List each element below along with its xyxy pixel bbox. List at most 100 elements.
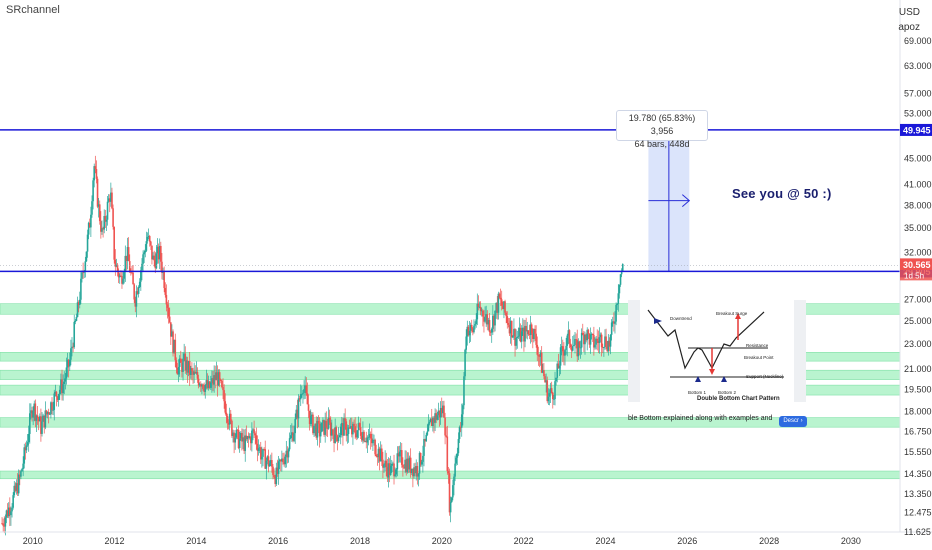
candle-body — [83, 271, 86, 273]
time-axis[interactable]: 2010 2012 2014 2016 2018 2020 2022 2024 2026 2028… — [23, 536, 861, 546]
candle-body — [66, 359, 69, 368]
candle-body — [530, 324, 533, 334]
candle-body — [318, 423, 321, 437]
candle-body — [357, 423, 360, 431]
candle-body — [153, 255, 155, 261]
candle-body — [286, 450, 289, 458]
price-tick-label: 32.000 — [904, 248, 932, 258]
candle-body — [11, 507, 13, 512]
candle-body — [577, 341, 580, 357]
candle-body — [231, 420, 233, 436]
candle-body — [569, 343, 572, 348]
candle-body — [114, 259, 117, 267]
candle-body — [125, 255, 128, 261]
candle-body — [53, 393, 56, 410]
candle-body — [61, 379, 63, 394]
double-bottom-thumbnail[interactable]: Downtrend Breakout Surge Resistance Brea… — [628, 300, 806, 402]
candle-body — [204, 385, 207, 392]
candle-body — [156, 246, 159, 254]
candle-body — [262, 449, 264, 457]
candle-body — [460, 414, 463, 428]
candle-body — [93, 166, 96, 181]
candle-body — [601, 347, 604, 348]
candle-body — [251, 430, 253, 444]
candle-body — [62, 384, 64, 394]
candle-body — [84, 261, 87, 272]
candle-body — [36, 415, 39, 419]
candle-body — [184, 353, 187, 371]
level-price-tag — [900, 123, 932, 136]
candle-body — [518, 327, 521, 337]
price-axis[interactable]: 69.000 63.000 57.000 53.000 45.000 41.000 38.0… — [904, 36, 932, 537]
candle-body — [228, 413, 231, 425]
candle-body — [619, 274, 622, 285]
candle-body — [10, 511, 12, 516]
candle-body — [81, 272, 83, 279]
candle-body — [164, 287, 167, 295]
candle-body — [252, 429, 254, 431]
candle-body — [173, 339, 175, 354]
candle-body — [271, 460, 273, 467]
candle-body — [308, 410, 311, 425]
candle-body — [200, 384, 202, 387]
candle-body — [557, 363, 560, 369]
candle-body — [110, 192, 112, 202]
candle-body — [292, 432, 294, 441]
currency-label[interactable]: USD apoz — [898, 5, 920, 35]
candle-body — [457, 439, 460, 454]
candle-body — [434, 413, 436, 423]
candle-body — [513, 328, 515, 337]
candle-body — [229, 413, 232, 421]
candle-body — [128, 261, 131, 273]
candle-body — [580, 332, 583, 348]
candle-body — [322, 419, 324, 423]
candle-body — [195, 372, 198, 374]
candle-body — [373, 439, 375, 441]
candle-body — [506, 316, 509, 323]
candle-body — [591, 333, 594, 336]
candle-body — [23, 447, 26, 464]
thumb-edge-right — [794, 300, 806, 402]
candle-body — [508, 324, 511, 334]
candle-body — [510, 320, 513, 338]
candle-body — [487, 320, 490, 325]
candle-body — [181, 362, 183, 372]
candle-body — [1, 523, 3, 525]
candle-body — [258, 447, 261, 449]
year-tick-label: 2026 — [677, 536, 697, 546]
description-button[interactable]: Descr › — [779, 416, 807, 427]
candle-body — [444, 417, 446, 436]
candle-body — [456, 453, 459, 458]
channel-watermark: SRchannel — [6, 4, 60, 16]
candle-body — [70, 348, 72, 360]
candle-body — [475, 319, 477, 325]
candle-body — [245, 435, 248, 440]
candle-body — [430, 418, 433, 426]
candle-body — [225, 412, 228, 416]
candle-body — [146, 236, 149, 242]
current-price-tag-text: 30.565 — [903, 260, 931, 270]
candle-body — [469, 324, 472, 331]
candle-body — [35, 415, 38, 421]
price-tick-label: 38.000 — [904, 200, 932, 210]
candle-body — [296, 409, 299, 419]
candle-body — [432, 417, 434, 426]
candle-body — [509, 320, 512, 334]
candle-body — [614, 321, 616, 324]
candle-body — [382, 459, 384, 468]
candle-body — [571, 346, 574, 351]
candle-body — [91, 201, 93, 215]
candle-body — [324, 420, 326, 435]
candle-body — [209, 382, 212, 388]
candle-body — [366, 437, 369, 443]
candle-body — [504, 301, 506, 313]
bottom-2-arrow-icon — [721, 376, 727, 382]
candle-body — [474, 324, 476, 326]
candle-body — [542, 370, 544, 373]
candle-body — [7, 507, 10, 517]
candle-body — [618, 284, 621, 294]
candle-body — [482, 310, 484, 317]
candle-body — [266, 456, 269, 461]
candle-body — [46, 411, 49, 415]
